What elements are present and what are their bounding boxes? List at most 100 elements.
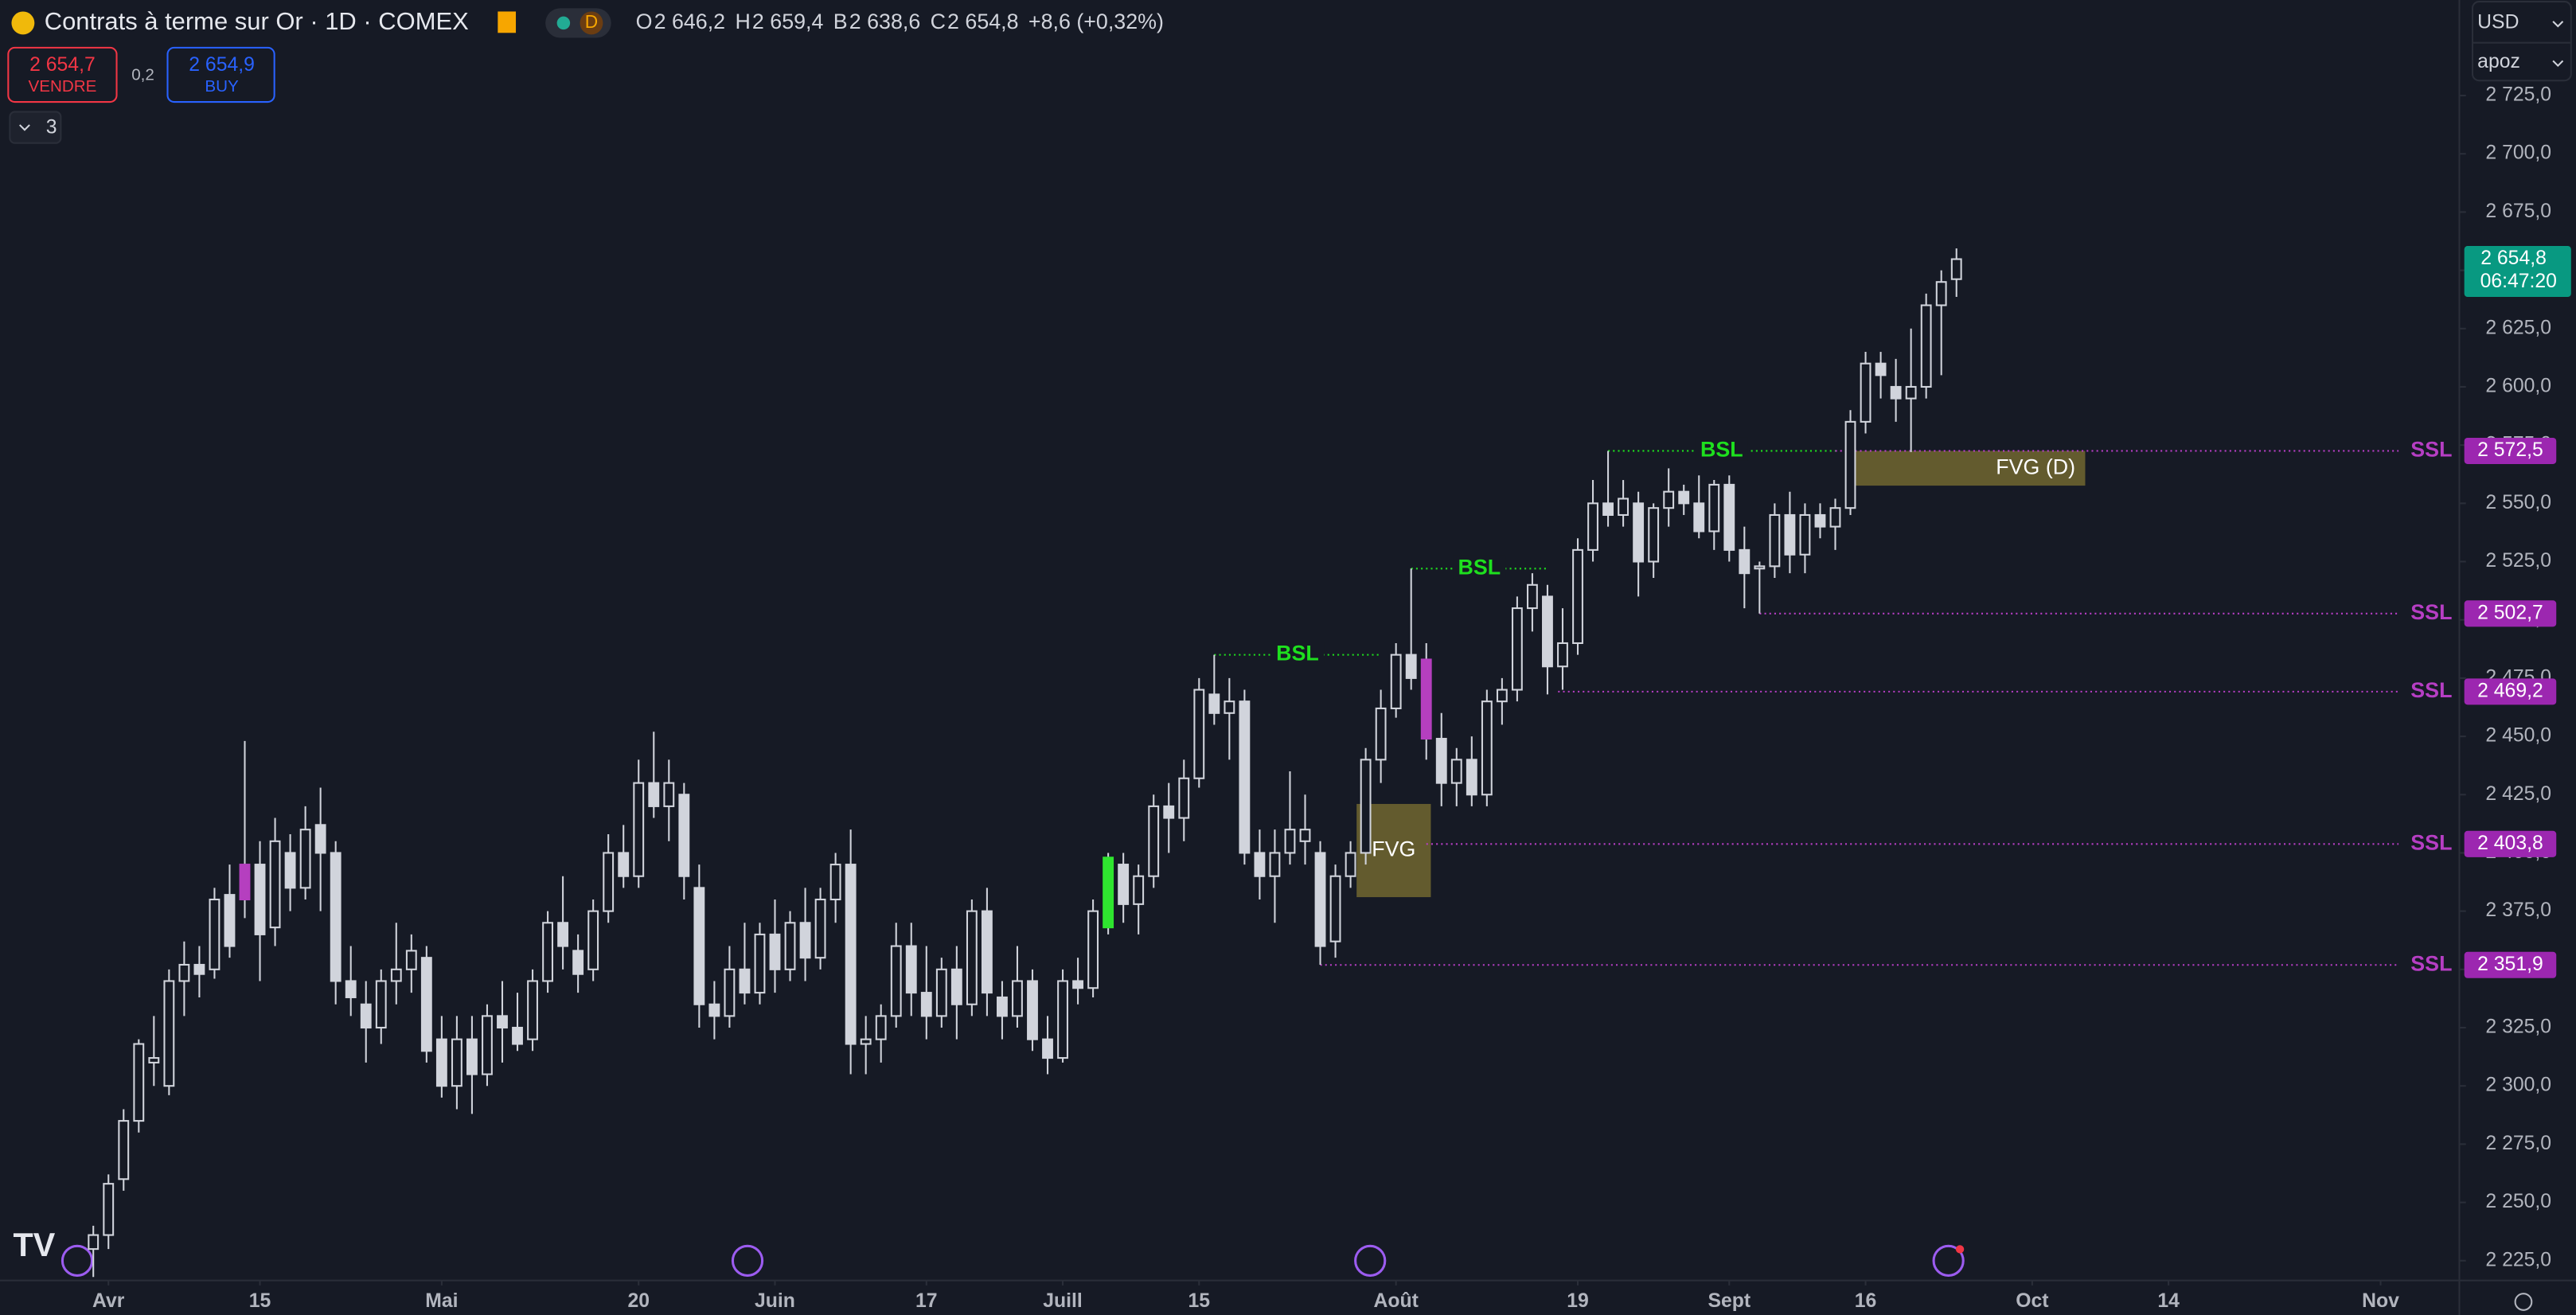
level-label: SSL <box>2410 600 2452 624</box>
event-dot <box>1955 1245 1965 1254</box>
sell-label[interactable]: VENDRE <box>28 77 96 96</box>
candle-body <box>1466 759 1477 796</box>
logo[interactable]: TV <box>14 1227 56 1263</box>
candle-body <box>1814 513 1826 528</box>
candle-body <box>1360 759 1372 854</box>
candle-body <box>1284 829 1296 854</box>
candle-body <box>1618 498 1630 516</box>
currency[interactable]: USD <box>2477 11 2519 33</box>
candle-body <box>1526 583 1538 610</box>
level-label-bg <box>1453 555 1506 579</box>
sell-price[interactable]: 2 654,7 <box>29 54 96 76</box>
candle-body <box>1769 513 1781 568</box>
y-tick-label: 2 300,0 <box>2485 1075 2551 1096</box>
level-label-bg <box>1270 642 1325 665</box>
candle-body <box>950 968 962 1005</box>
event-icon[interactable] <box>731 1244 764 1277</box>
candle-body <box>466 1038 478 1075</box>
candle-body <box>572 950 584 975</box>
y-tick-label: 2 725,0 <box>2485 84 2551 106</box>
level-label: SSL <box>2410 951 2452 975</box>
candle-body <box>193 963 205 975</box>
candle-body <box>1057 980 1068 1059</box>
sell-button[interactable] <box>7 46 118 103</box>
candle-body <box>648 782 660 807</box>
buy-label[interactable]: BUY <box>205 77 239 96</box>
candle-body <box>1754 565 1766 570</box>
chevrons <box>2552 21 2564 68</box>
candle-body <box>1602 502 1614 516</box>
candle-body <box>557 922 569 947</box>
indicators-count[interactable]: 3 <box>46 117 57 139</box>
level-label: SSL <box>2410 438 2452 462</box>
indicators-toggle[interactable] <box>9 111 62 144</box>
candle-body <box>1148 805 1160 877</box>
candle-body <box>633 782 645 877</box>
symbol-title[interactable]: Contrats à terme sur Or · 1D · COMEX <box>45 7 469 35</box>
session-dot <box>580 11 603 35</box>
candle-body <box>1950 258 1962 280</box>
candle-body <box>1481 700 1493 796</box>
price-tag <box>2464 600 2557 627</box>
level-label: SSL <box>2410 678 2452 702</box>
y-tick-label: 2 700,0 <box>2485 142 2551 164</box>
candle-body <box>708 1003 720 1017</box>
candle-body <box>1572 548 1583 645</box>
candle-body <box>739 968 751 994</box>
candle-body <box>1163 805 1175 819</box>
candle-body <box>1239 700 1251 854</box>
candle-body <box>966 910 978 1005</box>
ohlc-value: 2 659,4 <box>752 10 824 33</box>
candle-body <box>754 933 766 994</box>
candle-body <box>890 945 902 1017</box>
event-icon[interactable] <box>60 1244 94 1277</box>
candle-body <box>1633 502 1645 563</box>
candle-body <box>1345 852 1356 877</box>
price-tag <box>2464 951 2557 978</box>
y-tick-label: 2 525,0 <box>2485 550 2551 572</box>
x-tick-label: 16 <box>1855 1290 1877 1312</box>
unit[interactable]: apoz <box>2477 51 2520 72</box>
candle-body <box>996 996 1008 1017</box>
candle-body <box>420 957 432 1052</box>
buy-price[interactable]: 2 654,9 <box>189 54 255 76</box>
price-tag-label: 2 469,2 <box>2477 680 2543 701</box>
candle-body <box>1708 483 1720 533</box>
y-tick-label: 2 425,0 <box>2485 783 2551 805</box>
candle-body <box>390 968 402 982</box>
candle-body <box>482 1015 493 1075</box>
settings-icon[interactable] <box>2514 1293 2533 1311</box>
candle-body <box>345 980 357 998</box>
candle-body <box>375 980 387 1029</box>
market-dot <box>556 16 571 30</box>
candle-body <box>1193 689 1205 779</box>
candle-body <box>845 864 857 1045</box>
candle-body <box>527 980 538 1040</box>
fvg-label: FVG <box>1372 837 1415 861</box>
candle-body <box>1844 420 1856 509</box>
last-price-tag <box>2464 246 2571 298</box>
candle-body <box>1784 513 1796 556</box>
level-label: SSL <box>2410 830 2452 854</box>
candle-body <box>148 1057 160 1063</box>
candle-body <box>618 852 630 877</box>
event-icon[interactable] <box>1932 1244 1965 1277</box>
candle-body <box>1860 362 1872 423</box>
buy-button[interactable] <box>166 46 275 103</box>
candle-body <box>693 887 705 1005</box>
ohlc-value: 2 646,2 <box>654 10 725 33</box>
x-tick-label: Juin <box>755 1290 795 1312</box>
flag-icon[interactable] <box>498 11 517 33</box>
candle-body <box>1329 875 1341 942</box>
candle-body <box>981 910 993 994</box>
ohlc-value: 2 654,8 <box>947 10 1018 33</box>
currency-box[interactable] <box>2471 1 2572 82</box>
event-icon[interactable] <box>1354 1244 1387 1277</box>
candle-body <box>1254 852 1266 877</box>
y-tick-label: 2 250,0 <box>2485 1191 2551 1212</box>
x-tick-label: 17 <box>915 1290 938 1312</box>
candle-body <box>905 945 917 994</box>
price-tag-label: 2 351,9 <box>2477 954 2543 975</box>
x-tick-label: 19 <box>1567 1290 1589 1312</box>
candle-body <box>405 950 417 970</box>
